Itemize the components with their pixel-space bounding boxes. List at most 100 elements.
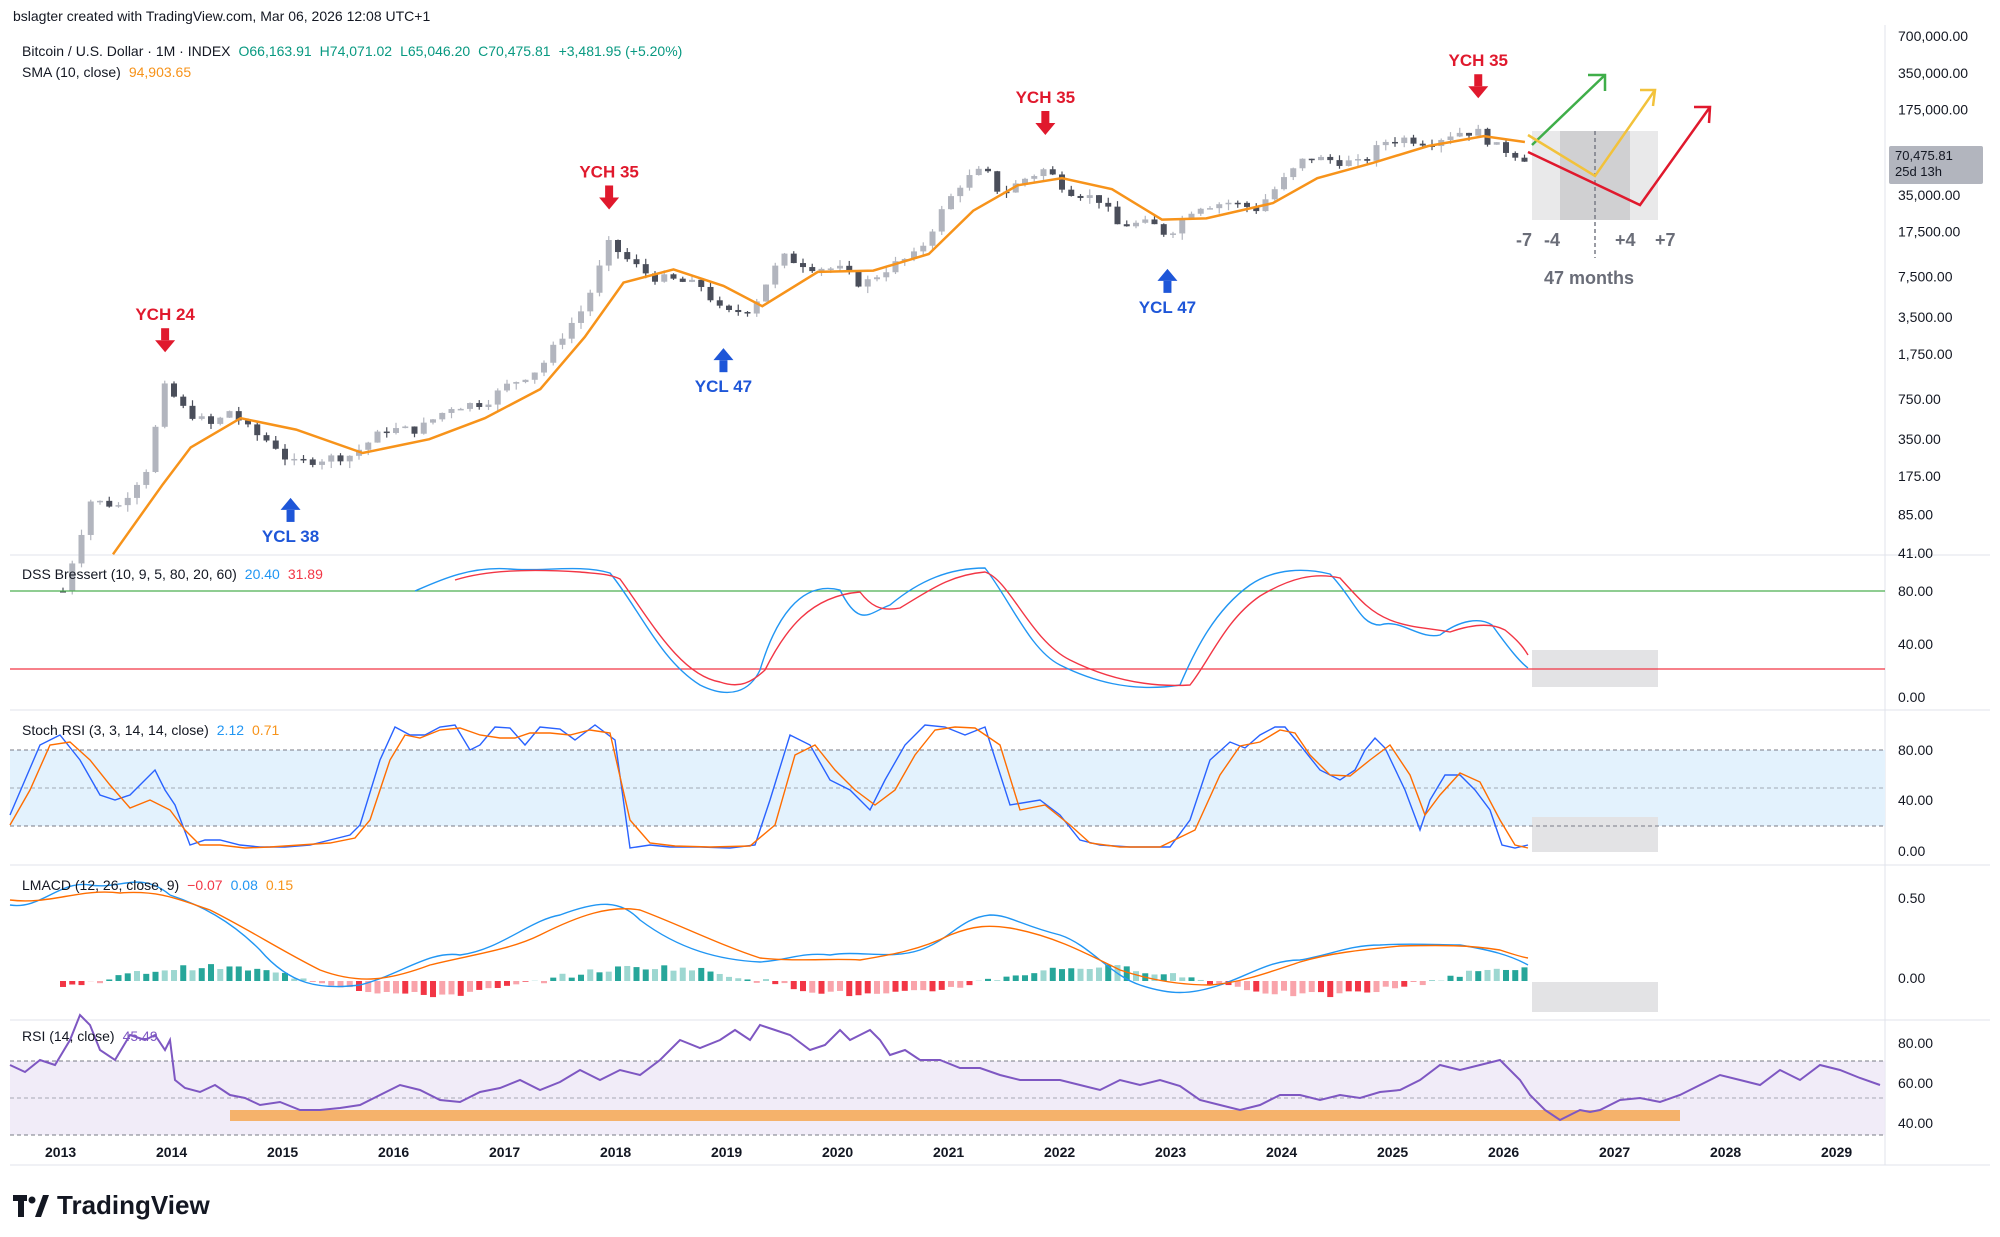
candle-body [818,268,825,272]
candle-body [143,471,150,485]
candle-body [911,251,917,259]
candle-body [1466,132,1472,136]
candle-body [855,271,862,287]
svg-text:80.00: 80.00 [1898,742,1933,758]
lmacd-hist-bar [911,981,917,991]
price-tick: 350.00 [1898,431,1941,447]
lmacd-hist-bar [1207,981,1213,985]
stoch-value-1: 2.12 [216,722,245,738]
svg-text:60.00: 60.00 [1898,1075,1933,1091]
dss-legend[interactable]: DSS Bressert (10, 9, 5, 80, 20, 60) 20.40… [22,566,331,582]
candle-body [531,372,538,380]
lmacd-hist-bar [309,981,316,983]
candle-body [1031,176,1038,179]
candle-body [763,284,769,302]
candle-body [1225,202,1232,205]
price-tick: 750.00 [1898,391,1941,407]
lmacd-hist-bar [1133,971,1139,981]
lmacd-hist-bar [263,970,270,981]
time-axis: 2013 2014 2015 2016 2017 2018 2019 2020 2021 2022… [45,1144,1852,1160]
price-tick: 3,500.00 [1898,309,1953,325]
cycle-label: YCL 38 [262,527,319,546]
lmacd-hist-bar [1160,974,1167,981]
rsi-value: 45.49 [122,1028,158,1044]
sma-line [111,134,1526,556]
stoch-axis: 80.00 40.00 0.00 [1898,742,1933,859]
candle-body [430,419,436,423]
candle-body [781,253,788,266]
arrow-up-head [280,497,301,510]
candle-body [1447,136,1454,140]
candle-body [300,458,307,461]
candle-body [383,431,390,434]
lmacd-hist-bar [790,981,797,990]
candle-body [975,168,982,176]
candle-body [1151,219,1158,225]
proj-label-p4: +4 [1615,230,1636,250]
candle-body [1419,143,1426,146]
candle-body [837,265,843,269]
svg-text:0.00: 0.00 [1898,970,1925,986]
lmacd-hist-bar [1253,981,1260,992]
dss-value-1: 20.40 [244,566,280,582]
lmacd-hist-bar [1512,970,1519,981]
lmacd-hist-bar [402,981,409,994]
lmacd-pane: 0.50 0.00 [9,881,1925,1012]
lmacd-hist-bar [1447,975,1454,981]
price-tick: 1,750.00 [1898,346,1953,362]
cycle-label: YCH 35 [579,162,639,181]
rsi-support-zone [230,1110,1680,1121]
rsi-legend[interactable]: RSI (14, close) 45.49 [22,1028,166,1044]
lmacd-hist-bar [124,973,131,981]
lmacd-hist-bar [827,981,834,992]
candle-body [1022,178,1028,184]
lmacd-hist-bar [809,981,816,993]
time-tick: 2024 [1266,1144,1297,1160]
lmacd-hist-bar [1382,981,1389,987]
candle-body [1512,152,1519,158]
candle-body [254,424,261,436]
lmacd-legend[interactable]: LMACD (12, 26, close, 9) −0.07 0.08 0.15 [22,877,301,893]
lmacd-hist-bar [171,970,177,981]
lmacd-hist-bar [494,981,501,988]
symbol-legend[interactable]: Bitcoin / U.S. Dollar · 1M · INDEX O66,16… [22,43,690,59]
lmacd-hist-bar [698,967,705,981]
time-tick: 2023 [1155,1144,1186,1160]
sma-legend[interactable]: SMA (10, close) 94,903.65 [22,64,199,80]
lmacd-hist-bar [1503,969,1509,981]
lmacd-hist-bar [1179,977,1186,981]
lmacd-hist-bar [152,971,159,981]
candle-body [864,279,871,287]
stoch-legend[interactable]: Stoch RSI (3, 3, 14, 14, close) 2.12 0.71 [22,722,287,738]
candle-body [245,420,251,425]
candle-body [513,382,520,384]
time-tick: 2027 [1599,1144,1630,1160]
candle-body [605,240,612,266]
symbol-change: +3,481.95 (+5.20%) [558,43,683,59]
lmacd-hist-bar [938,981,945,990]
lmacd-hist-bar [1364,981,1371,993]
candle-body [578,311,584,323]
candle-body [1160,224,1167,235]
lmacd-value-2: 0.08 [230,877,258,893]
candle-body [1392,141,1398,144]
cycle-low-marker: YCL 38 [262,497,319,546]
candle-body [1133,222,1139,227]
candle-body [1197,208,1204,214]
candle-body [587,292,594,312]
candle-body [1207,208,1213,210]
candle-body [439,412,446,420]
lmacd-hist-bar [291,978,298,981]
svg-text:40.00: 40.00 [1898,792,1933,808]
candle-body [1244,202,1250,207]
dss-label: DSS Bressert (10, 9, 5, 80, 20, 60) [22,566,237,582]
lmacd-hist-bar [374,981,381,994]
candle-body [1382,141,1389,146]
lmacd-hist-bar [707,971,714,981]
candle-body [929,231,936,246]
rsi-pane: 80.00 60.00 40.00 [9,1013,1933,1136]
lmacd-hist-bar [1197,979,1204,981]
candle-body [1521,157,1528,162]
time-tick: 2020 [822,1144,853,1160]
tradingview-logo[interactable]: TradingView [13,1190,210,1221]
